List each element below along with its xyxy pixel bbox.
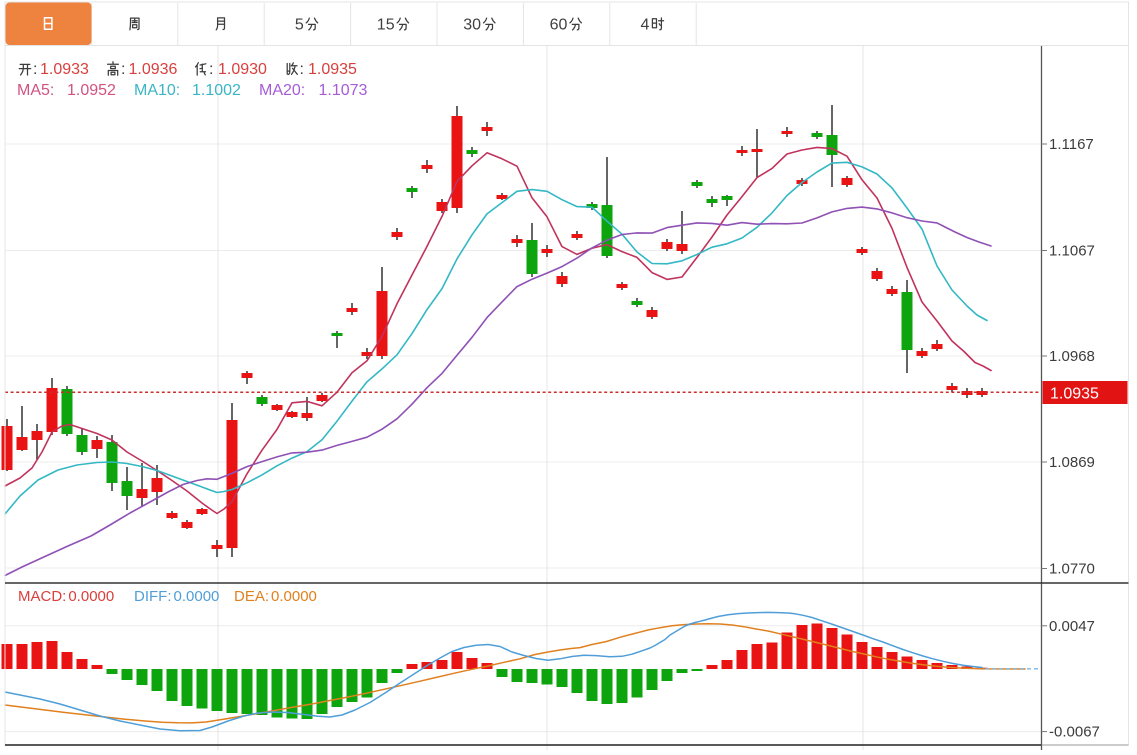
svg-text:1.0933: 1.0933 bbox=[40, 61, 89, 78]
svg-text:MACD:0.0000: MACD: 0.0000 bbox=[18, 588, 114, 605]
svg-text::: : bbox=[209, 61, 213, 78]
svg-text:1.0968: 1.0968 bbox=[1049, 348, 1095, 365]
svg-text:5: 5 bbox=[295, 17, 304, 34]
svg-text:1.1067: 1.1067 bbox=[1049, 243, 1095, 260]
svg-text:1.0770: 1.0770 bbox=[1049, 561, 1095, 578]
svg-text:4: 4 bbox=[641, 17, 650, 34]
svg-text::: : bbox=[121, 61, 125, 78]
svg-text::: : bbox=[300, 61, 304, 78]
svg-text:DEA:0.0000: DEA: 0.0000 bbox=[234, 588, 317, 605]
svg-text:1.0936: 1.0936 bbox=[129, 61, 178, 78]
svg-text:1.0869: 1.0869 bbox=[1049, 454, 1095, 471]
svg-text:DIFF:0.0000: DIFF: 0.0000 bbox=[134, 588, 219, 605]
svg-text:1.0935: 1.0935 bbox=[1050, 386, 1099, 403]
svg-text:15: 15 bbox=[377, 17, 395, 34]
svg-text:MA20: 1.1073: MA20: 1.1073 bbox=[259, 82, 368, 99]
svg-text:1.1167: 1.1167 bbox=[1049, 136, 1094, 153]
svg-text:30: 30 bbox=[463, 17, 481, 34]
svg-text::: : bbox=[33, 61, 37, 78]
svg-text:60: 60 bbox=[550, 17, 568, 34]
svg-text:0.0047: 0.0047 bbox=[1049, 618, 1095, 635]
svg-text:-0.0067: -0.0067 bbox=[1049, 724, 1100, 741]
svg-text:1.0935: 1.0935 bbox=[308, 61, 357, 78]
svg-text:1.0930: 1.0930 bbox=[218, 61, 267, 78]
svg-text:MA5: 1.0952: MA5: 1.0952 bbox=[17, 82, 116, 99]
